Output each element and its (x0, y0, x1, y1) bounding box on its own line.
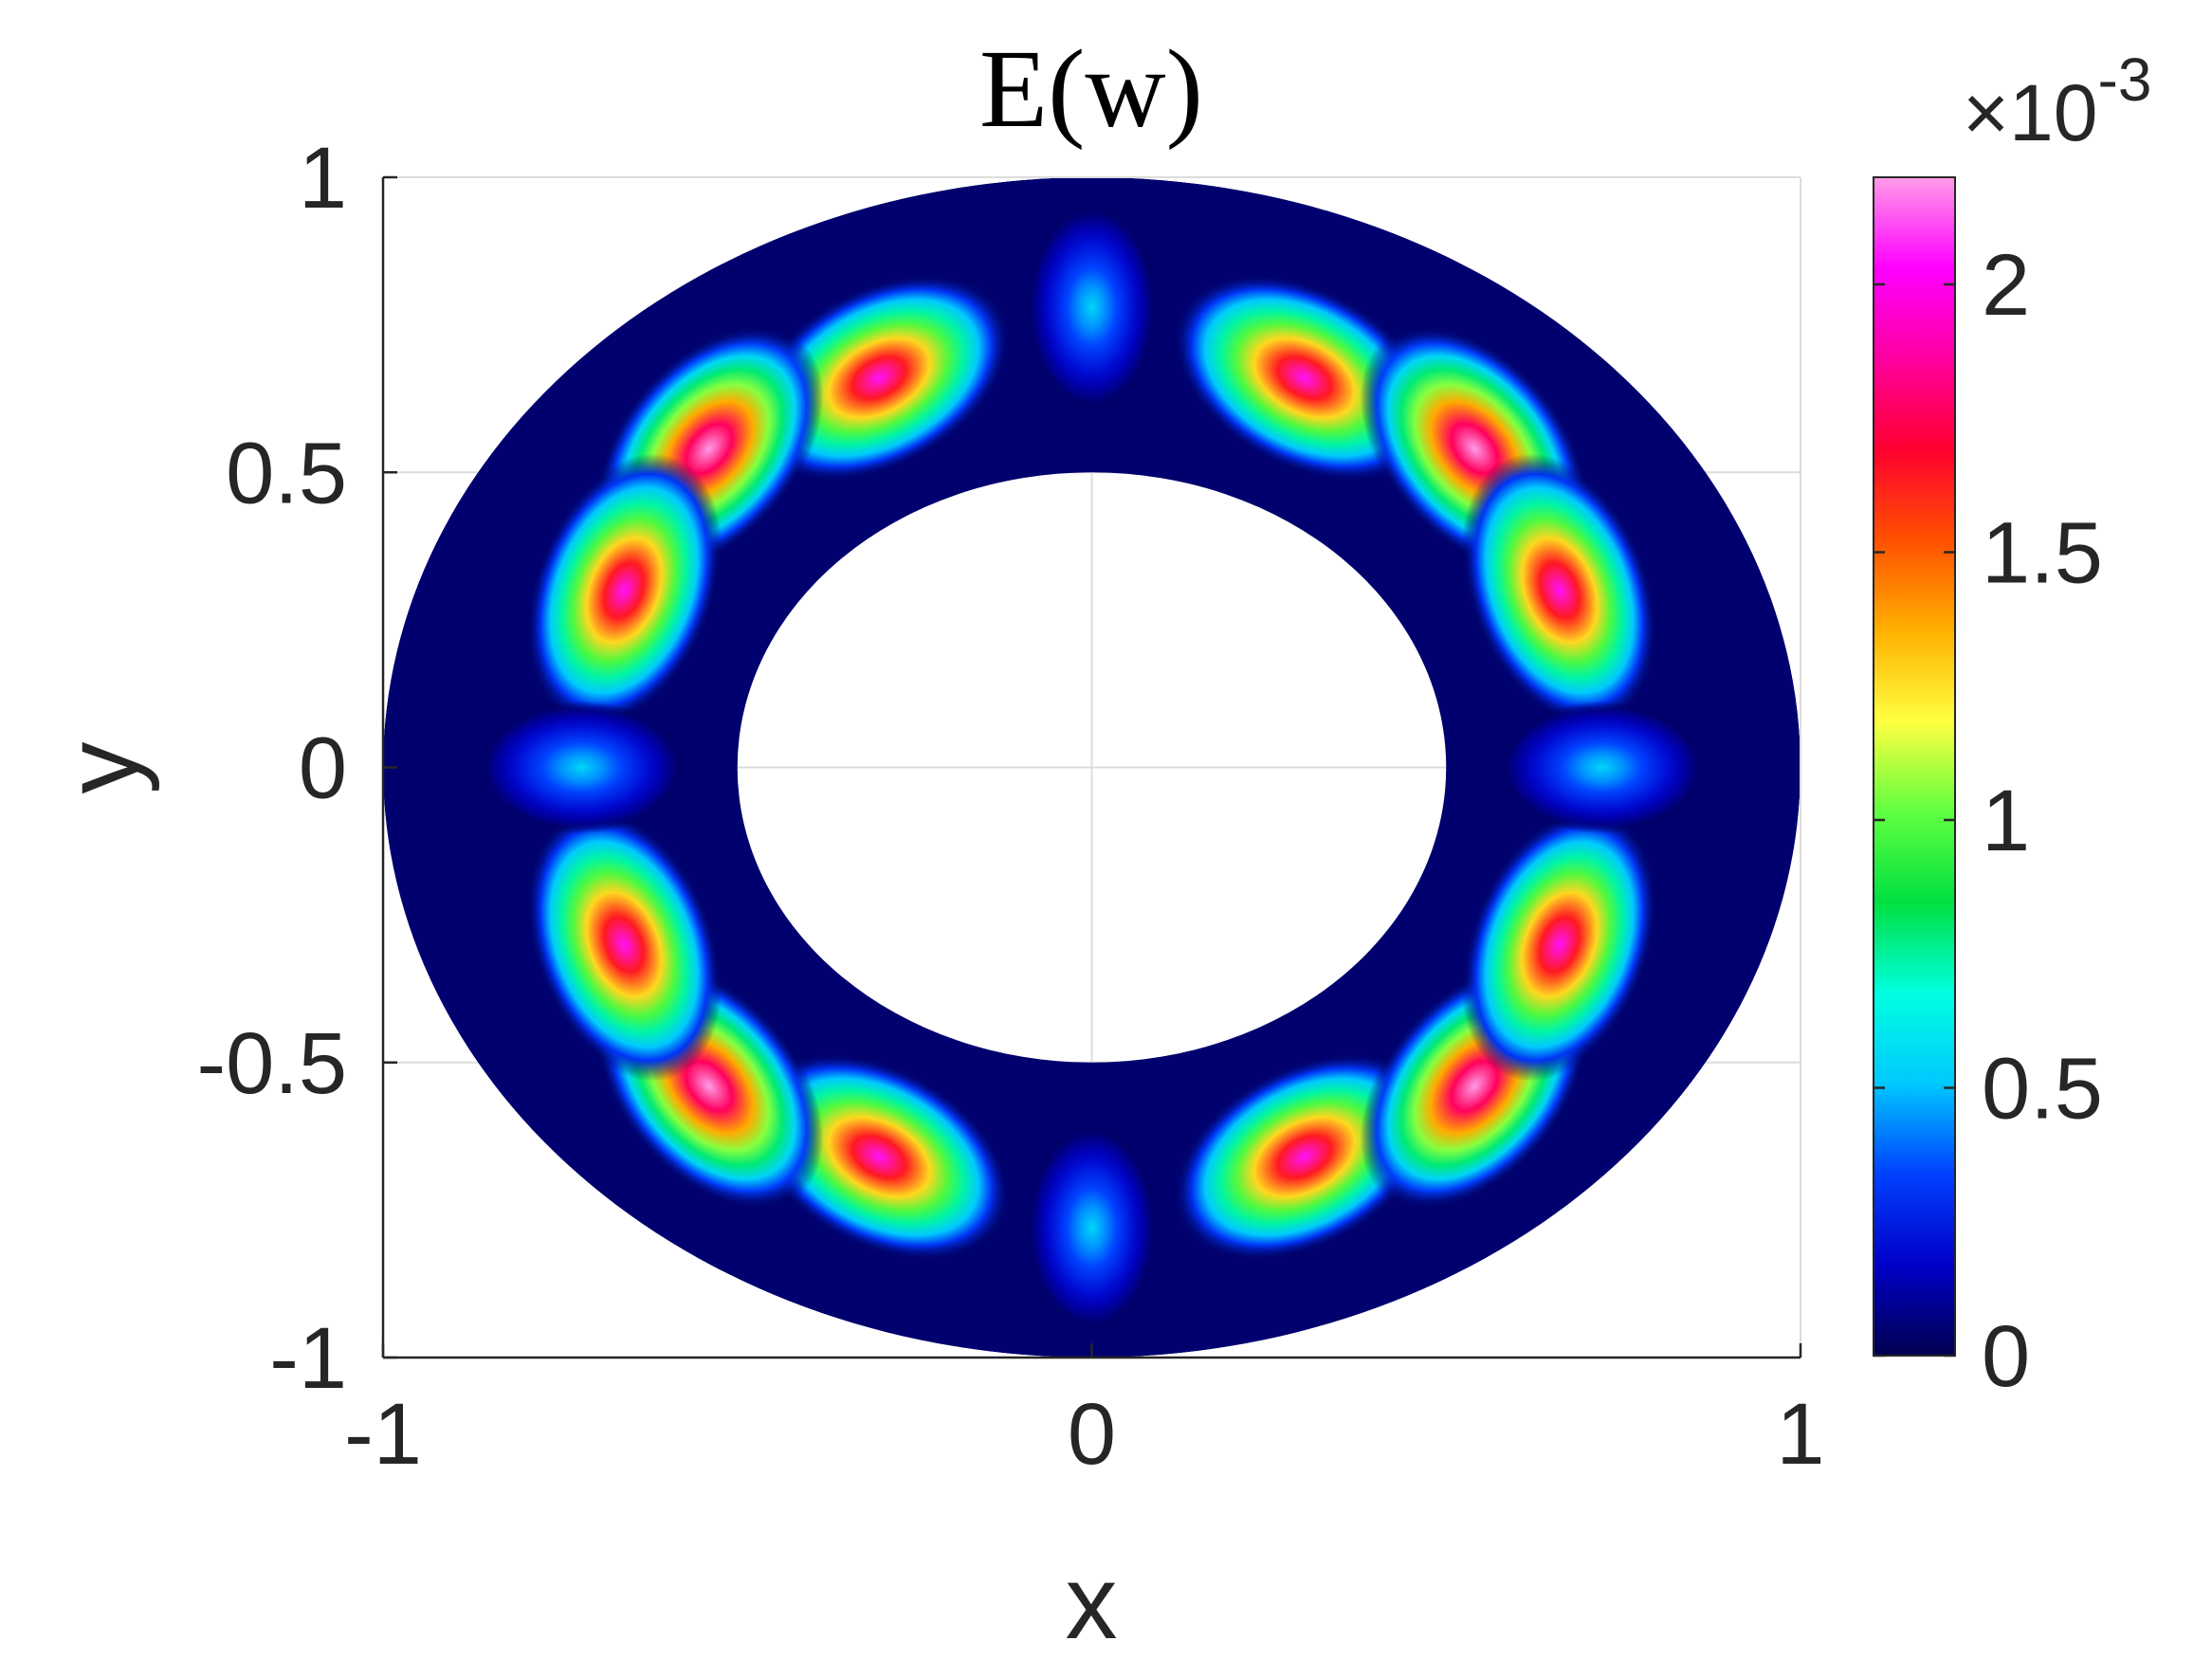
low-energy-lobe (477, 701, 686, 834)
colorbar-tick-label: 1.5 (1982, 505, 2103, 602)
colorbar-tick-label: 1 (1982, 773, 2030, 869)
x-tick-label: -1 (344, 1386, 422, 1483)
colorbar-tick-labels: 0 0.5 1 1.5 2 (1982, 237, 2103, 1405)
y-axis-label: y (44, 742, 160, 794)
colorbar-tick-label: 0 (1982, 1308, 2030, 1405)
y-tick-label: 0.5 (226, 425, 347, 521)
high-energy-lobe (525, 807, 722, 1082)
colorbar-gradient (1873, 176, 1956, 1357)
colorbar: 0 0.5 1 1.5 2 ×10-3 (1873, 46, 2151, 1405)
low-energy-lobe (1497, 701, 1707, 834)
y-tick-label: -1 (269, 1310, 347, 1407)
high-energy-lobe (525, 453, 722, 728)
y-tick-labels: -1 -0.5 0 0.5 1 (196, 130, 347, 1407)
y-tick-label: 0 (299, 720, 347, 817)
y-tick-label: 1 (299, 130, 347, 227)
colorbar-exponent-power: -3 (2098, 46, 2152, 114)
plot-area: -1 0 1 -1 -0.5 0 0.5 1 (196, 130, 1824, 1483)
colorbar-tick-label: 0.5 (1982, 1041, 2103, 1138)
x-tick-labels: -1 0 1 (344, 1386, 1824, 1483)
colorbar-tick-label: 2 (1982, 237, 2030, 334)
low-energy-lobe (1025, 202, 1159, 411)
high-energy-lobe (1461, 807, 1658, 1082)
high-energy-lobe (1461, 453, 1658, 728)
x-tick-label: 0 (1068, 1386, 1116, 1483)
x-tick-label: 1 (1776, 1386, 1824, 1483)
y-tick-label: -0.5 (196, 1015, 347, 1112)
axes-box (381, 175, 1802, 1359)
colorbar-exponent: ×10-3 (1963, 46, 2151, 157)
colorbar-exponent-base: ×10 (1963, 68, 2098, 157)
x-axis-label: x (1066, 1544, 1118, 1659)
low-energy-lobe (1025, 1123, 1159, 1333)
chart-title: E(w) (979, 27, 1203, 151)
